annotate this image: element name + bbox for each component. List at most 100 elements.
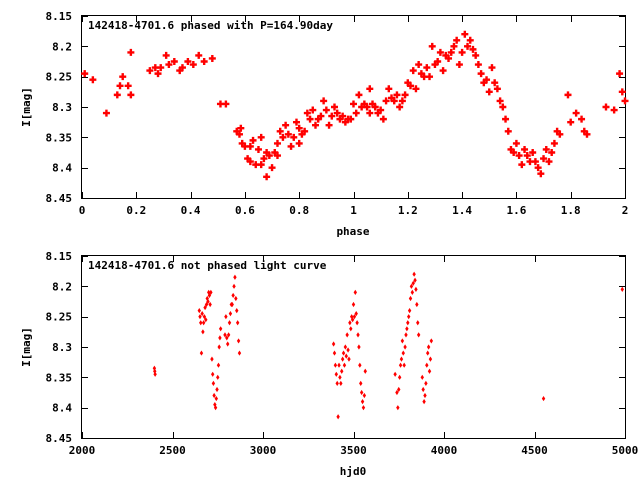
data-point [420,73,428,81]
data-point [621,97,629,105]
y-tick-label: 8.35 [46,131,73,144]
data-point [366,85,374,93]
data-point [339,380,343,386]
y-tick-label: 8.2 [52,40,72,53]
data-point [320,97,328,105]
data-point [203,304,207,311]
data-point [379,115,387,123]
x-tick-label: 2500 [159,444,186,457]
data-point [273,152,281,160]
data-point [510,149,518,156]
data-point [218,335,222,341]
data-point [363,103,371,111]
data-point [578,115,586,123]
data-point [334,371,339,377]
data-point [343,344,348,350]
data-point [216,100,224,108]
data-point [431,61,439,69]
data-point [216,374,220,380]
x-tick-label: 2000 [69,444,96,457]
data-point [225,335,229,341]
data-point [246,142,254,150]
data-point [545,158,553,166]
data-point [355,320,359,326]
data-point [197,308,201,314]
x-tick-label: 1.6 [506,204,526,217]
data-point [426,344,431,350]
x-axis-label: phase [336,225,369,238]
data-point [309,106,317,114]
data-point [322,106,330,114]
data-point [271,149,279,156]
data-point [224,314,228,320]
x-tick-label: 5000 [612,444,639,457]
data-point [119,73,127,81]
y-tick-label: 8.45 [46,432,73,445]
y-tick-label: 8.45 [46,192,73,205]
y-tick-label: 8.2 [52,280,72,293]
data-point [233,274,237,280]
data-point [410,289,415,295]
data-points [81,30,629,181]
data-point [257,161,265,169]
data-point [393,91,401,99]
data-point [421,386,425,393]
data-point [347,356,351,362]
data-point [400,338,405,344]
data-point [507,145,515,153]
data-point [447,48,455,56]
data-point [235,320,240,326]
data-point [222,100,230,108]
data-point [461,30,469,38]
data-point [409,283,414,289]
data-point [360,100,368,108]
data-point [218,326,223,332]
data-point [338,374,342,380]
data-point [298,130,306,138]
unphased-light-curve-panel: 142418-4701.6 not phased light curve 200… [20,250,638,478]
data-point [201,329,205,335]
data-point [350,100,357,108]
data-point [496,97,504,105]
data-point [407,82,415,90]
axis-ticks: 0 0.2 0.4 0.6 0.8 1 1.2 1.4 1.6 1.8 2 8.15 8.2 8.25 8.… [46,10,629,217]
data-point [618,88,626,96]
data-point [333,362,338,368]
data-point [237,124,245,132]
data-point [213,405,218,411]
data-point [424,380,428,386]
plot-frame [81,255,626,439]
data-point [295,139,303,147]
x-tick-label: 1.2 [398,204,418,217]
x-tick-label: 0.6 [235,204,255,217]
data-point [455,61,463,69]
data-point [411,280,415,286]
data-point [306,115,314,123]
data-point [290,133,298,141]
data-point [531,158,539,166]
data-point [436,48,444,56]
data-point [366,109,374,117]
data-point [311,121,319,129]
data-point [228,311,233,317]
data-point [426,73,434,81]
data-point [226,332,231,338]
data-point [526,158,534,166]
data-point [402,362,406,368]
data-point [207,289,211,295]
data-point [413,277,417,283]
data-point [620,286,624,292]
data-point [325,121,333,129]
data-point [113,91,121,99]
data-point [401,350,405,356]
data-point [184,58,192,65]
data-point [414,286,418,292]
data-point [474,61,482,69]
data-point [124,82,132,90]
data-point [408,295,413,302]
data-point [340,368,344,374]
data-point [153,371,157,377]
data-point [337,362,341,368]
data-point [572,109,580,117]
